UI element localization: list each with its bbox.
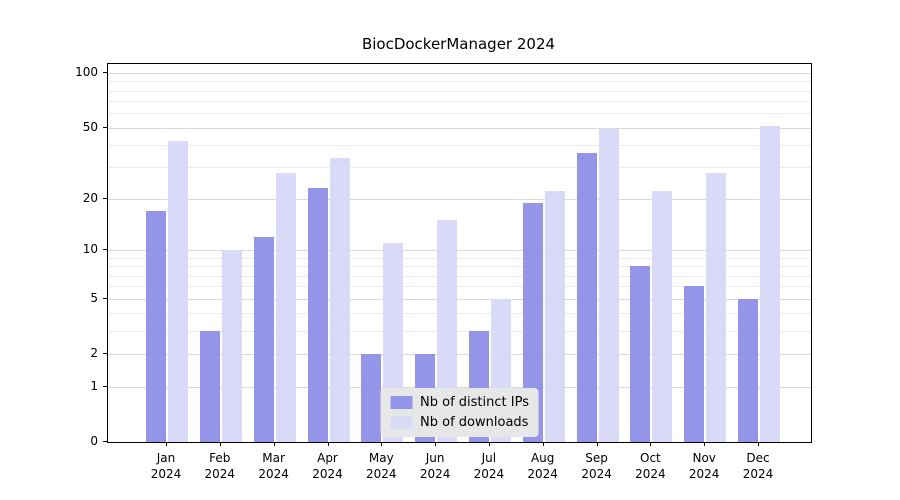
x-axis-tick-label: Dec 2024 bbox=[742, 451, 774, 481]
chart-title: BiocDockerManager 2024 bbox=[361, 35, 556, 53]
x-axis-tick bbox=[219, 442, 221, 446]
x-axis-tick-label: Jun 2024 bbox=[419, 451, 451, 481]
bar-downloads bbox=[760, 126, 780, 442]
bar-downloads bbox=[598, 129, 619, 442]
y-axis-tick bbox=[103, 72, 107, 73]
bar-downloads bbox=[168, 141, 188, 442]
gridline-major bbox=[108, 250, 811, 252]
x-axis-tick bbox=[650, 442, 652, 446]
x-axis-tick bbox=[381, 442, 383, 446]
x-axis-tick-label: Oct 2024 bbox=[635, 451, 666, 481]
gridline-major bbox=[108, 127, 811, 129]
y-axis-tick bbox=[103, 297, 107, 299]
legend-label-distinct-ips: Nb of distinct IPs bbox=[420, 395, 529, 410]
bar-distinct-ips bbox=[738, 298, 758, 442]
y-axis-tick-label: 100 bbox=[75, 65, 98, 79]
x-axis-tick bbox=[273, 442, 275, 446]
bar-distinct-ips bbox=[361, 354, 382, 442]
x-axis-tick-label: Apr 2024 bbox=[312, 451, 343, 481]
gridline-major bbox=[108, 354, 811, 356]
gridline-minor bbox=[108, 90, 811, 92]
x-axis-tick-label: Sep 2024 bbox=[581, 451, 612, 481]
gridline-minor bbox=[108, 81, 811, 83]
x-axis-tick bbox=[596, 442, 598, 446]
y-axis-tick bbox=[103, 249, 107, 251]
gridline-major bbox=[108, 198, 811, 200]
bar-distinct-ips bbox=[199, 331, 220, 442]
y-axis-tick bbox=[103, 385, 107, 387]
x-axis-tick-label: Jan 2024 bbox=[150, 451, 182, 481]
x-axis-tick-label: Nov 2024 bbox=[688, 451, 720, 481]
y-axis-tick-label: 5 bbox=[90, 290, 98, 305]
bar-distinct-ips bbox=[684, 286, 705, 442]
x-axis-tick bbox=[758, 442, 759, 446]
gridline-minor bbox=[108, 167, 811, 169]
y-axis-tick bbox=[103, 353, 107, 355]
bar-downloads bbox=[652, 191, 673, 442]
legend-swatch-downloads bbox=[390, 416, 413, 429]
bar-distinct-ips bbox=[630, 266, 651, 442]
bar-distinct-ips bbox=[146, 210, 166, 442]
x-axis-tick bbox=[435, 442, 437, 446]
gridline-minor bbox=[108, 257, 811, 259]
plot-area: Nb of distinct IPs Nb of downloads bbox=[107, 63, 812, 443]
bar-downloads bbox=[275, 172, 296, 442]
gridline-major bbox=[108, 73, 811, 74]
legend-label-downloads: Nb of downloads bbox=[420, 415, 529, 430]
bar-distinct-ips bbox=[522, 202, 543, 442]
gridline-minor bbox=[108, 113, 811, 115]
gridline-minor bbox=[108, 145, 811, 147]
bar-downloads bbox=[221, 250, 242, 442]
bar-distinct-ips bbox=[253, 236, 274, 442]
y-axis-tick-label: 20 bbox=[82, 190, 98, 205]
x-axis-tick bbox=[704, 442, 706, 446]
gridline-minor bbox=[108, 313, 811, 315]
gridline-minor bbox=[108, 286, 811, 288]
x-axis-tick-label: Mar 2024 bbox=[258, 451, 289, 481]
gridline-minor bbox=[108, 266, 811, 268]
gridline-minor bbox=[108, 101, 811, 103]
x-axis-tick-label: Aug 2024 bbox=[527, 451, 558, 481]
y-axis-tick-label: 50 bbox=[82, 119, 98, 134]
y-axis-tick bbox=[103, 441, 107, 442]
x-axis-tick-label: Jul 2024 bbox=[473, 451, 505, 481]
x-axis-tick-label: May 2024 bbox=[366, 451, 397, 481]
bar-downloads bbox=[329, 157, 350, 442]
legend-item-downloads: Nb of downloads bbox=[390, 415, 529, 430]
legend-item-distinct-ips: Nb of distinct IPs bbox=[390, 395, 529, 410]
x-axis-tick bbox=[327, 442, 329, 446]
bar-downloads bbox=[706, 172, 727, 442]
y-axis-tick-label: 2 bbox=[90, 346, 98, 361]
bar-downloads bbox=[544, 191, 565, 442]
x-axis-tick-label: Feb 2024 bbox=[204, 451, 236, 481]
gridline-major bbox=[108, 298, 811, 300]
y-axis-tick bbox=[103, 197, 107, 199]
x-axis-tick bbox=[488, 442, 490, 446]
bar-distinct-ips bbox=[307, 187, 328, 442]
chart-legend: Nb of distinct IPs Nb of downloads bbox=[380, 388, 539, 437]
y-axis-tick-label: 1 bbox=[90, 378, 98, 393]
gridline-major bbox=[108, 386, 811, 388]
bar-downloads bbox=[437, 220, 458, 442]
y-axis-tick-label: 0 bbox=[90, 434, 98, 448]
y-axis-tick-label: 10 bbox=[82, 242, 98, 257]
x-axis-tick bbox=[166, 442, 167, 446]
y-axis-tick bbox=[103, 126, 107, 128]
legend-swatch-distinct-ips bbox=[390, 396, 413, 409]
gridline-minor bbox=[108, 331, 811, 333]
x-axis-tick bbox=[542, 442, 544, 446]
bar-distinct-ips bbox=[576, 153, 597, 442]
gridline-minor bbox=[108, 275, 811, 277]
